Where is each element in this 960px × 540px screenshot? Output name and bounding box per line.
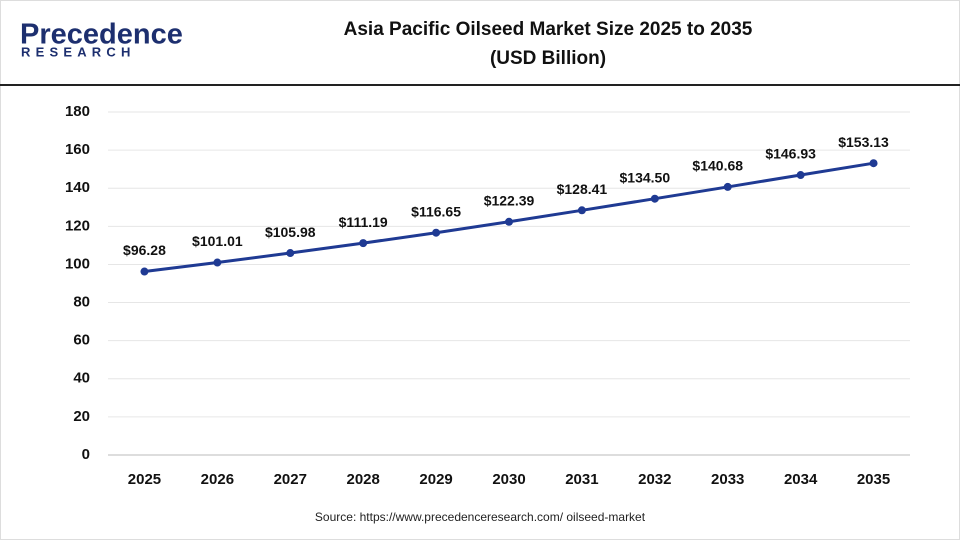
value-label: $101.01 — [192, 233, 243, 249]
y-tick-label: 20 — [73, 408, 90, 425]
data-point — [869, 159, 878, 168]
value-label: $116.65 — [411, 203, 461, 219]
x-tick-label: 2034 — [784, 471, 818, 488]
value-label: $96.28 — [123, 242, 166, 258]
value-label: $140.68 — [692, 158, 743, 174]
x-tick-label: 2033 — [711, 471, 744, 488]
y-tick-label: 160 — [65, 141, 90, 158]
value-label: $153.13 — [838, 134, 889, 150]
value-label: $111.19 — [339, 214, 388, 230]
y-tick-label: 0 — [82, 446, 90, 463]
y-tick-label: 80 — [73, 294, 90, 311]
data-point — [286, 249, 295, 258]
logo-name: Precedence — [20, 19, 183, 51]
y-tick-label: 120 — [65, 217, 90, 234]
data-point — [359, 239, 368, 248]
logo-tagline: RESEARCH — [21, 44, 136, 59]
x-tick-label: 2026 — [201, 471, 234, 488]
data-point — [505, 217, 513, 226]
chart-title: Asia Pacific Oilseed Market Size 2025 to… — [344, 19, 753, 40]
value-label: $105.98 — [265, 224, 316, 240]
chart-subtitle: (USD Billion) — [490, 48, 606, 69]
x-tick-label: 2025 — [128, 471, 161, 488]
x-tick-label: 2029 — [419, 471, 452, 488]
source-note: Source: https://www.precedenceresearch.c… — [315, 510, 646, 524]
data-point — [140, 267, 149, 276]
data-point — [213, 258, 222, 267]
y-tick-label: 60 — [73, 332, 90, 349]
data-point — [723, 182, 732, 191]
x-tick-label: 2027 — [274, 471, 307, 488]
value-label: $122.39 — [484, 192, 535, 208]
data-point — [650, 194, 659, 203]
value-label: $128.41 — [557, 181, 608, 197]
y-tick-label: 100 — [65, 255, 90, 272]
x-tick-label: 2031 — [565, 471, 598, 488]
x-tick-label: 2028 — [346, 471, 379, 488]
y-tick-label: 40 — [73, 370, 90, 387]
x-tick-label: 2035 — [857, 471, 890, 488]
value-label: $146.93 — [765, 146, 816, 162]
data-point — [796, 171, 805, 180]
y-tick-label: 140 — [65, 179, 90, 196]
x-tick-label: 2032 — [638, 471, 671, 488]
data-point — [577, 206, 586, 215]
x-tick-label: 2030 — [492, 471, 525, 488]
y-tick-label: 180 — [65, 103, 90, 120]
data-point — [432, 228, 441, 237]
value-label: $134.50 — [620, 169, 671, 185]
